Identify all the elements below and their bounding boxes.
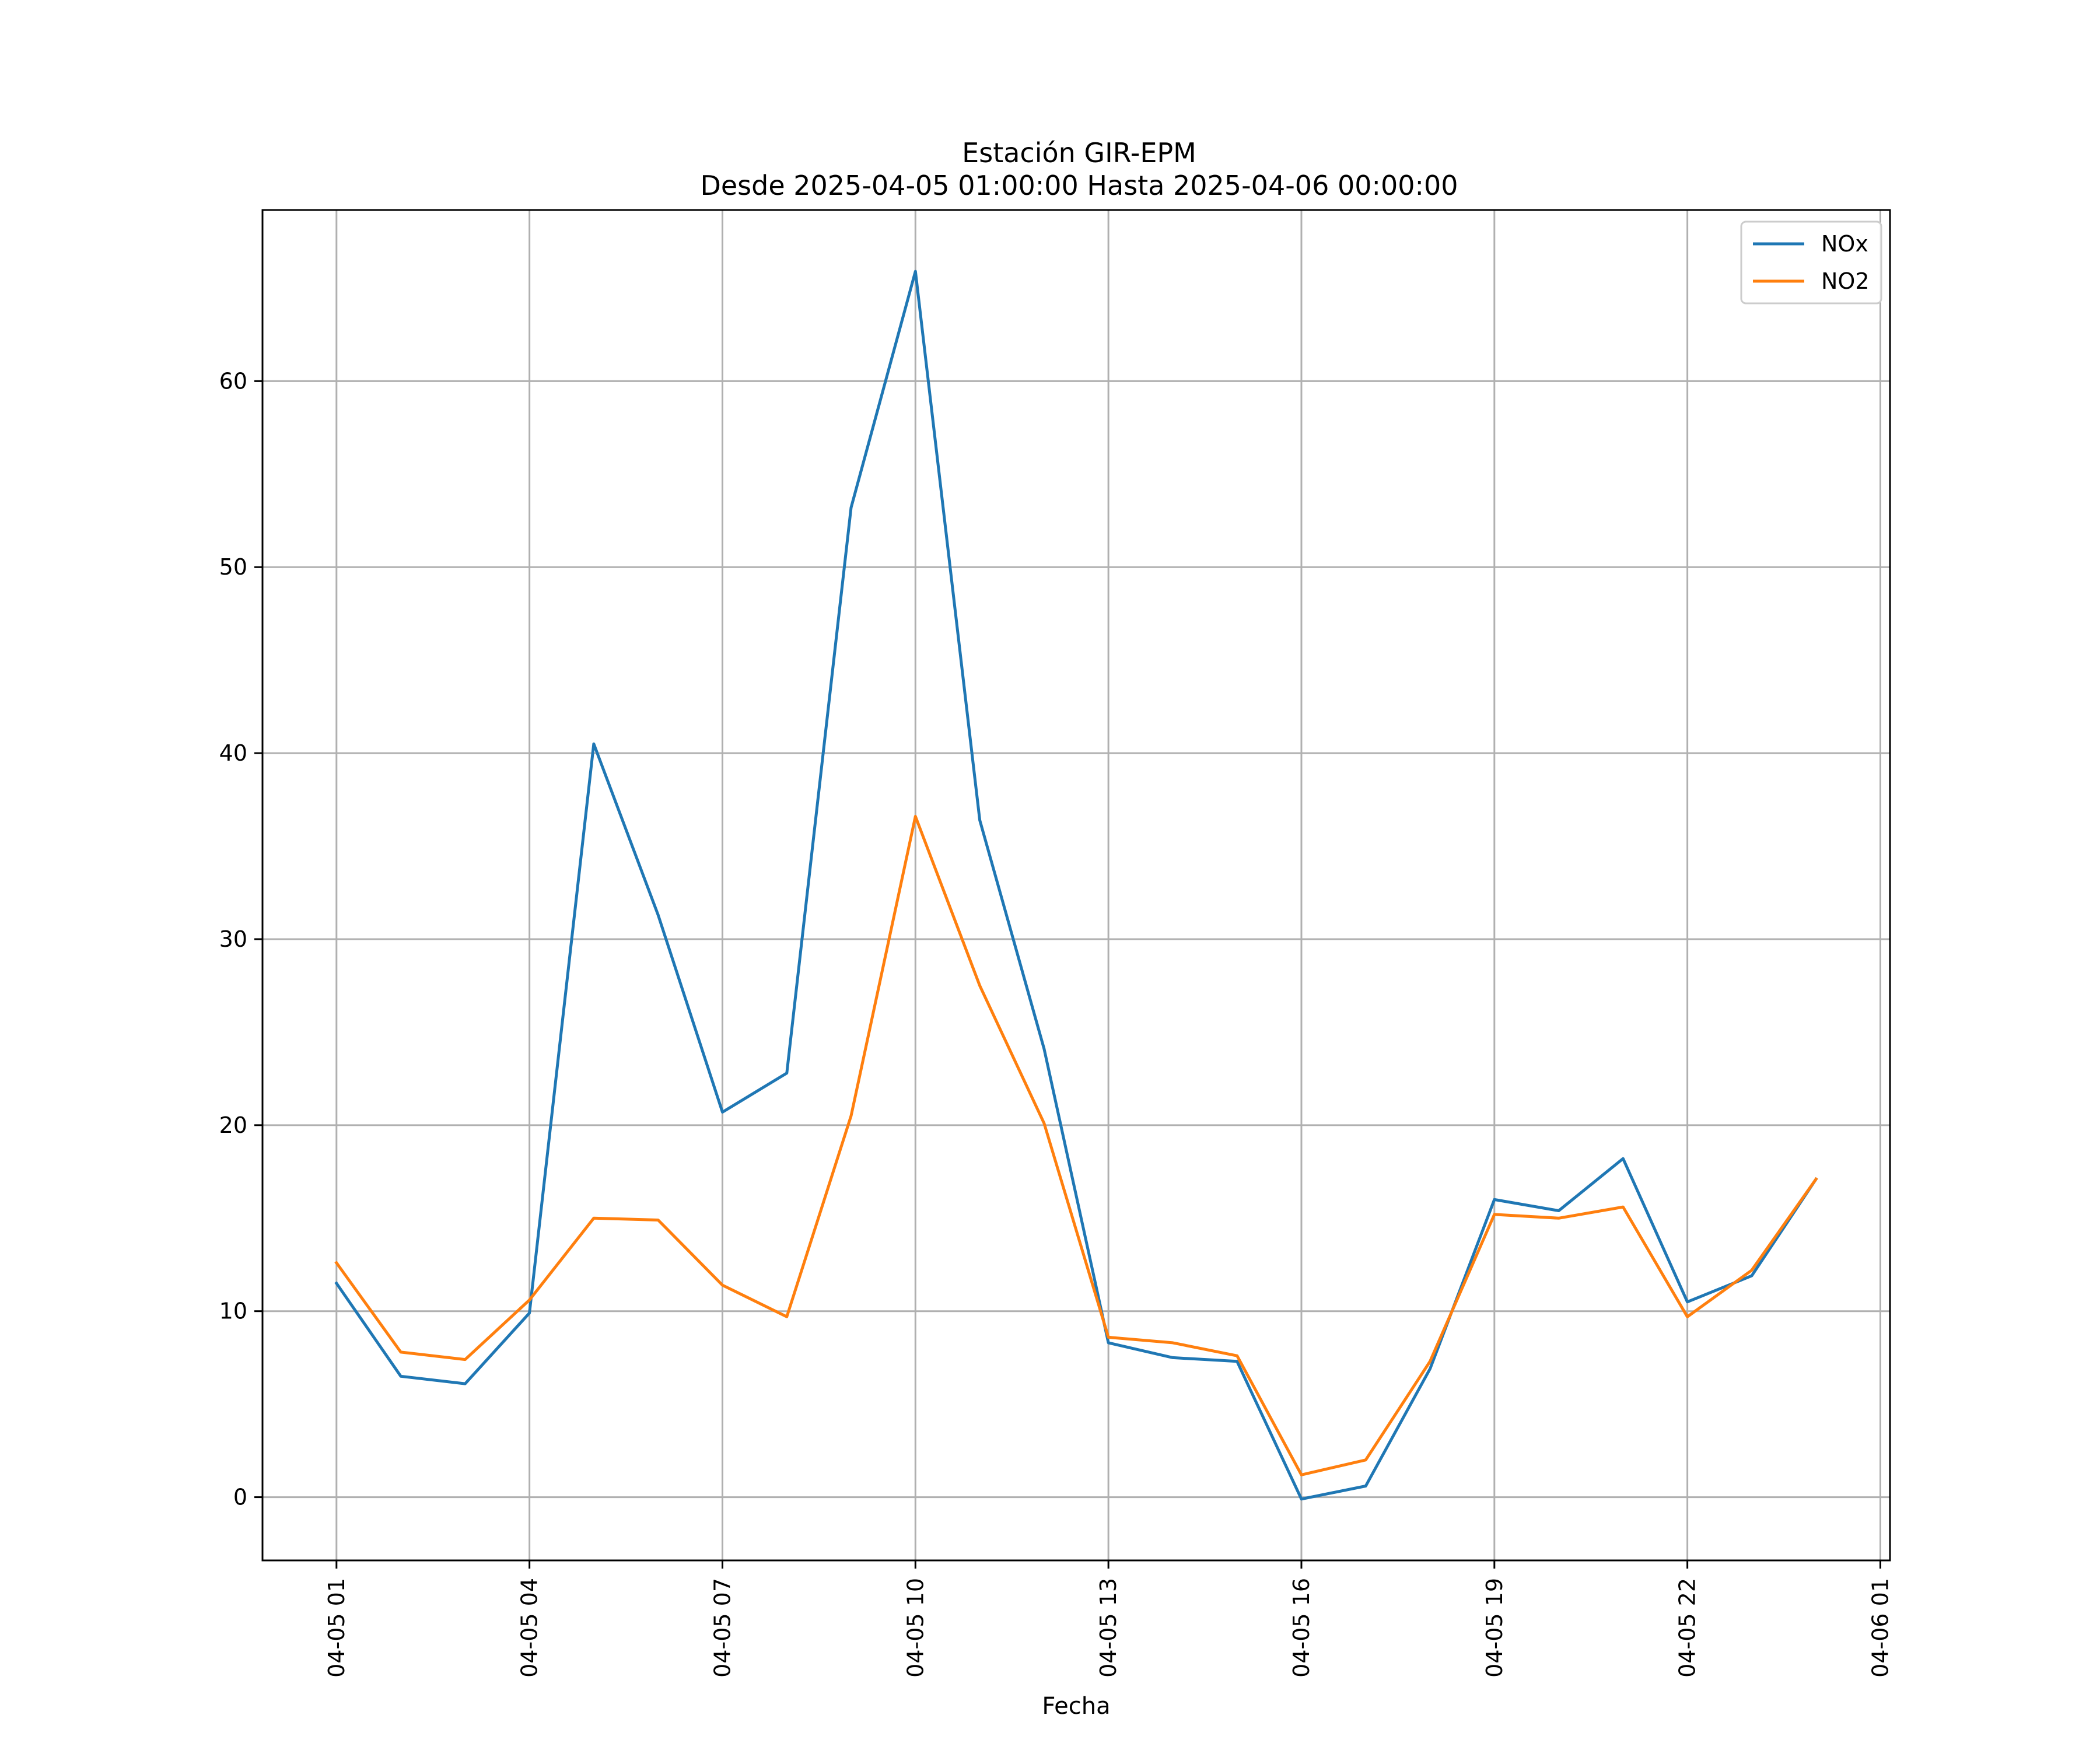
legend: NOx NO2	[1740, 220, 1882, 304]
y-tick-label: 0	[233, 1485, 247, 1510]
x-tick-label: 04-05 01	[324, 1578, 349, 1678]
y-tick-label: 40	[219, 740, 247, 766]
legend-label-nox: NOx	[1821, 231, 1868, 257]
plot-area-frame	[261, 209, 1891, 1562]
grid-lines	[262, 210, 1890, 1560]
x-tick-label: 04-05 22	[1675, 1578, 1700, 1678]
x-tick-label: 04-06 01	[1867, 1578, 1893, 1678]
x-tick-label: 04-05 16	[1289, 1578, 1314, 1678]
series-line-no2	[334, 815, 1818, 1476]
x-tick-label: 04-05 07	[709, 1578, 735, 1678]
x-axis-label: Fecha	[1042, 1693, 1110, 1720]
y-tick-label: 60	[219, 368, 247, 394]
x-tick-label: 04-05 10	[902, 1578, 928, 1678]
series-lines	[334, 270, 1818, 1501]
y-axis-ticks: 0 10 20 30 40 50 60	[219, 368, 262, 1510]
series-line-nox	[334, 270, 1818, 1501]
x-tick-label: 04-05 13	[1096, 1578, 1121, 1678]
legend-box	[1740, 220, 1882, 304]
y-tick-label: 10	[219, 1298, 247, 1324]
chart-subtitle: Desde 2025-04-05 01:00:00 Hasta 2025-04-…	[700, 170, 1458, 201]
chart-title: Estación GIR-EPM	[962, 137, 1196, 169]
y-tick-label: 20	[219, 1112, 247, 1138]
x-tick-label: 04-05 04	[517, 1578, 542, 1678]
x-axis-ticks: 04-05 01 04-05 04 04-05 07 04-05 10 04-05 13…	[324, 1560, 1893, 1678]
y-tick-label: 50	[219, 554, 247, 580]
y-tick-label: 30	[219, 926, 247, 952]
legend-label-no2: NO2	[1821, 268, 1870, 294]
x-tick-label: 04-05 19	[1482, 1578, 1507, 1678]
